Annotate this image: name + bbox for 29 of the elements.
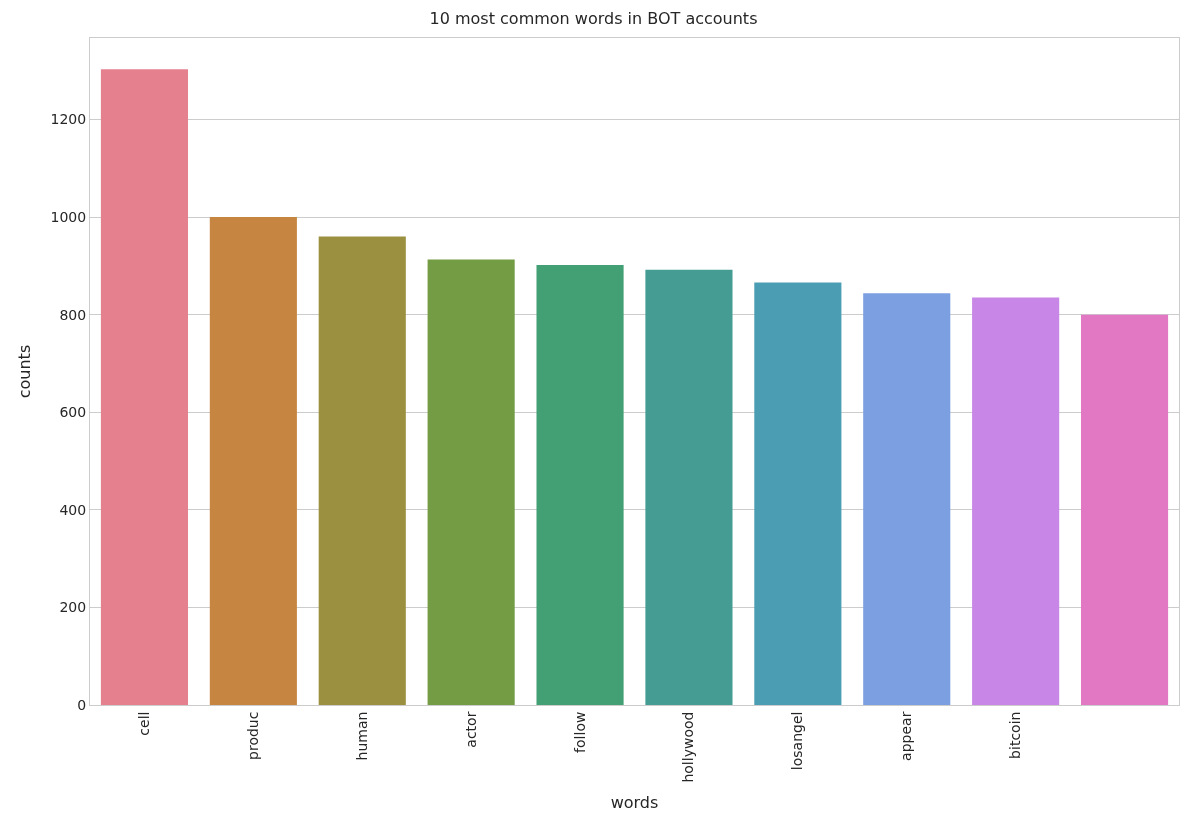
x-tick-label: losangel	[789, 711, 806, 771]
x-tick-label: bitcoin	[1007, 711, 1024, 759]
bar	[754, 282, 842, 705]
bar	[209, 217, 297, 705]
bar	[318, 236, 406, 705]
x-tick-label: human	[353, 711, 370, 761]
x-tick-label: actor	[462, 711, 479, 748]
bar	[863, 293, 951, 705]
y-tick-label: 1200	[50, 111, 87, 128]
y-tick-label: 0	[77, 696, 87, 713]
x-tick-label: follow	[571, 711, 588, 753]
bar	[645, 269, 733, 705]
bar	[1080, 314, 1169, 705]
bar	[536, 264, 624, 705]
x-axis-title: words	[610, 793, 659, 813]
y-tick-label: 200	[59, 599, 87, 616]
bar	[100, 69, 189, 705]
chart-title: 10 most common words in BOT accounts	[429, 8, 758, 28]
x-tick-label: produc	[244, 711, 261, 760]
x-tick-label: appear	[898, 711, 915, 761]
x-tick-label: hollywood	[680, 711, 697, 783]
y-tick-label: 800	[59, 306, 87, 323]
y-tick-label: 1000	[50, 208, 87, 225]
y-tick-label: 400	[59, 501, 87, 518]
bar	[427, 259, 515, 705]
x-tick-label: cell	[136, 711, 152, 736]
y-axis-title: counts	[15, 344, 35, 399]
bar	[972, 297, 1060, 705]
y-tick-label: 600	[59, 404, 87, 421]
